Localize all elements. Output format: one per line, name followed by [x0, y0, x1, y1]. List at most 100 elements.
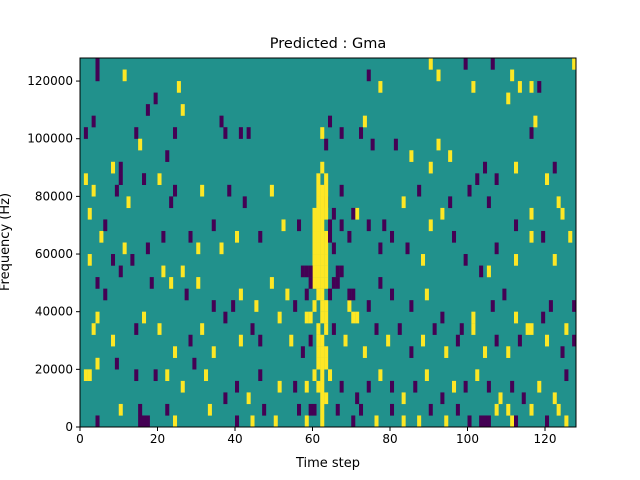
heatmap-cell — [339, 219, 344, 232]
heatmap-cell — [304, 311, 309, 324]
heatmap-cell — [134, 369, 139, 382]
heatmap-cell — [83, 127, 88, 139]
heatmap-cell — [118, 403, 123, 416]
heatmap-cell — [200, 184, 205, 197]
heatmap-cell — [572, 334, 577, 347]
heatmap-cell — [564, 323, 569, 335]
heatmap-cell — [548, 300, 553, 312]
heatmap-cell — [444, 415, 449, 428]
heatmap-cell — [486, 415, 491, 428]
y-tick-label: 80000 — [35, 189, 73, 203]
heatmap-cell — [498, 392, 503, 405]
heatmap-cell — [277, 311, 282, 324]
heatmap-cell — [316, 277, 321, 289]
heatmap-cell — [269, 277, 274, 289]
heatmap-cell — [378, 81, 383, 93]
x-tick-label: 100 — [456, 432, 479, 446]
heatmap-cell — [347, 288, 352, 301]
heatmap-cell — [95, 69, 100, 82]
heatmap-cell — [328, 369, 333, 382]
heatmap-cell — [529, 323, 534, 335]
heatmap-cell — [362, 115, 367, 128]
heatmap-cell — [514, 254, 519, 266]
heatmap-cell — [331, 242, 336, 255]
heatmap-cell — [153, 92, 158, 105]
heatmap-cell — [428, 403, 433, 416]
heatmap-cell — [486, 380, 491, 393]
heatmap-cell — [269, 184, 274, 197]
heatmap-cell — [324, 184, 329, 197]
heatmap-cell — [475, 173, 480, 185]
heatmap-cell — [483, 346, 488, 358]
heatmap-cell — [188, 230, 193, 243]
heatmap-cell — [320, 127, 325, 139]
heatmap-cell — [83, 369, 88, 382]
heatmap-cell — [142, 415, 147, 428]
heatmap-cell — [417, 415, 422, 428]
heatmap-cell — [138, 403, 143, 416]
heatmap-cell — [529, 127, 534, 139]
heatmap-cell — [304, 265, 309, 278]
heatmap-cell — [165, 369, 170, 382]
heatmap-cell — [564, 369, 569, 382]
heatmap-cell — [223, 392, 228, 405]
heatmap-cell — [320, 207, 325, 220]
heatmap-cell — [324, 392, 329, 405]
heatmap-cell — [421, 334, 426, 347]
heatmap-cell — [316, 380, 321, 393]
heatmap-cell — [316, 346, 321, 358]
heatmap-cell — [204, 369, 209, 382]
heatmap-cell — [320, 403, 325, 416]
heatmap-cell — [471, 81, 476, 93]
heatmap-cell — [262, 403, 267, 416]
heatmap-cell — [397, 323, 402, 335]
heatmap-cell — [339, 127, 344, 139]
heatmap-cell — [238, 334, 243, 347]
heatmap-cell — [552, 254, 557, 266]
heatmap-cell — [219, 242, 224, 255]
heatmap-cell — [316, 357, 321, 370]
heatmap-cell — [223, 127, 228, 139]
heatmap-cell — [440, 207, 445, 220]
heatmap-cell — [87, 207, 92, 220]
heatmap-cell — [165, 403, 170, 416]
heatmap-cell — [324, 138, 329, 151]
heatmap-cell — [541, 230, 546, 243]
heatmap-cell — [525, 323, 530, 335]
heatmap-cell — [246, 127, 251, 139]
heatmap-cell — [308, 403, 313, 416]
heatmap-cell — [324, 323, 329, 335]
heatmap-cell — [87, 254, 92, 266]
heatmap-cell — [506, 92, 511, 105]
heatmap-cell — [91, 115, 96, 128]
heatmap-cells — [83, 58, 577, 428]
heatmap-cell — [529, 230, 534, 243]
heatmap-cell — [320, 311, 325, 324]
heatmap-cell — [374, 323, 379, 335]
heatmap-cell — [510, 415, 515, 428]
heatmap-cell — [347, 300, 352, 312]
heatmap-cell — [188, 334, 193, 347]
heatmap-cell — [483, 415, 488, 428]
heatmap-cell — [335, 265, 340, 278]
heatmap-cell — [324, 242, 329, 255]
heatmap-cell — [246, 392, 251, 405]
heatmap-cell — [293, 300, 298, 312]
x-tick-label: 40 — [227, 432, 242, 446]
heatmap-cell — [467, 184, 472, 197]
y-tick-label: 60000 — [35, 247, 73, 261]
heatmap-cell — [83, 173, 88, 185]
heatmap-cell — [366, 69, 371, 82]
heatmap-cell — [324, 254, 329, 266]
heatmap-cell — [479, 415, 484, 428]
heatmap-cell — [502, 288, 507, 301]
heatmap-cell — [324, 196, 329, 209]
heatmap-cell — [564, 415, 569, 428]
heatmap-cell — [250, 323, 255, 335]
heatmap-cell — [331, 277, 336, 289]
heatmap-cell — [537, 380, 542, 393]
heatmap-cell — [494, 173, 499, 185]
x-tick-label: 60 — [305, 432, 320, 446]
heatmap-cell — [428, 161, 433, 174]
